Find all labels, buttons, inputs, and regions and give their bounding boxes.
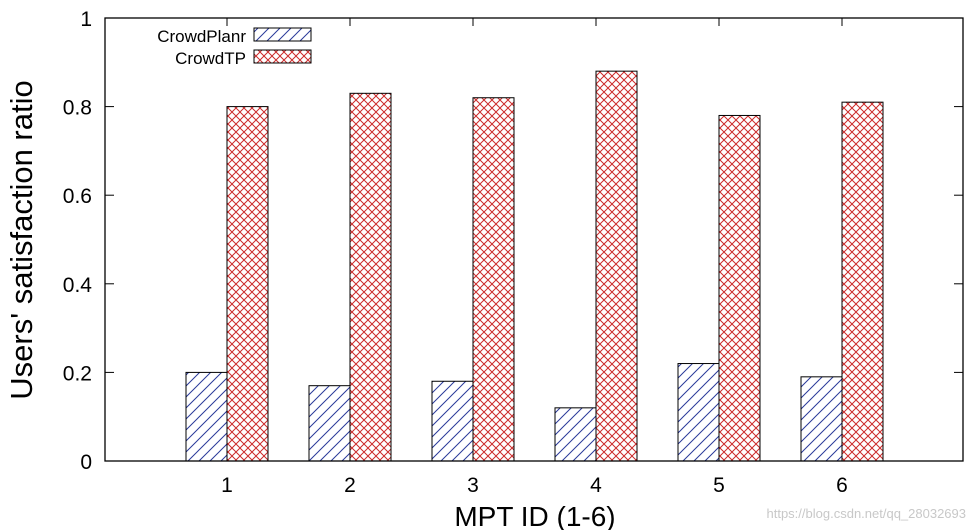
bar-crowdplanr-4 — [554, 407, 597, 462]
bar-crowdplanr-3 — [431, 380, 474, 462]
bars-group — [185, 70, 884, 462]
y-tick-label: 0.6 — [63, 185, 92, 208]
watermark-text: https://blog.csdn.net/qq_28032693 — [767, 506, 967, 521]
y-tick-label: 0.8 — [63, 97, 92, 120]
bar-crowdtp-2 — [349, 92, 392, 462]
bar-crowdtp-4 — [595, 70, 638, 462]
y-tick-label: 0 — [80, 451, 92, 474]
x-tick-label: 6 — [836, 474, 848, 497]
bar-crowdtp-6 — [841, 101, 884, 462]
x-tick-label: 4 — [590, 474, 602, 497]
y-tick-label: 1 — [80, 8, 92, 31]
x-tick-label: 1 — [221, 474, 233, 497]
bar-crowdplanr-2 — [308, 385, 351, 462]
bar-crowdtp-3 — [472, 97, 515, 462]
legend: CrowdPlanr CrowdTP — [157, 27, 312, 68]
legend-swatch-crowdplanr — [253, 27, 312, 42]
bar-crowdtp-5 — [718, 114, 761, 462]
x-tick-label: 5 — [713, 474, 725, 497]
x-tick-label: 3 — [467, 474, 479, 497]
legend-label-crowdplanr: CrowdPlanr — [157, 27, 246, 46]
x-tick-label: 2 — [344, 474, 356, 497]
y-tick-label: 0.4 — [63, 274, 93, 297]
y-tick-label: 0.2 — [63, 362, 92, 385]
axis-ticks: 1 2 3 4 5 6 0 0.2 0.4 0.6 0.8 1 — [63, 8, 963, 497]
x-axis-title: MPT ID (1-6) — [454, 501, 615, 530]
y-axis-title: Users' satisfaction ratio — [4, 80, 39, 399]
plot-frame — [104, 17, 964, 462]
bar-crowdplanr-1 — [185, 371, 228, 462]
legend-swatch-crowdtp — [253, 49, 312, 64]
legend-label-crowdtp: CrowdTP — [175, 49, 246, 68]
bar-crowdtp-1 — [226, 106, 269, 462]
bar-crowdplanr-6 — [800, 376, 843, 462]
bar-crowdplanr-5 — [677, 363, 720, 462]
